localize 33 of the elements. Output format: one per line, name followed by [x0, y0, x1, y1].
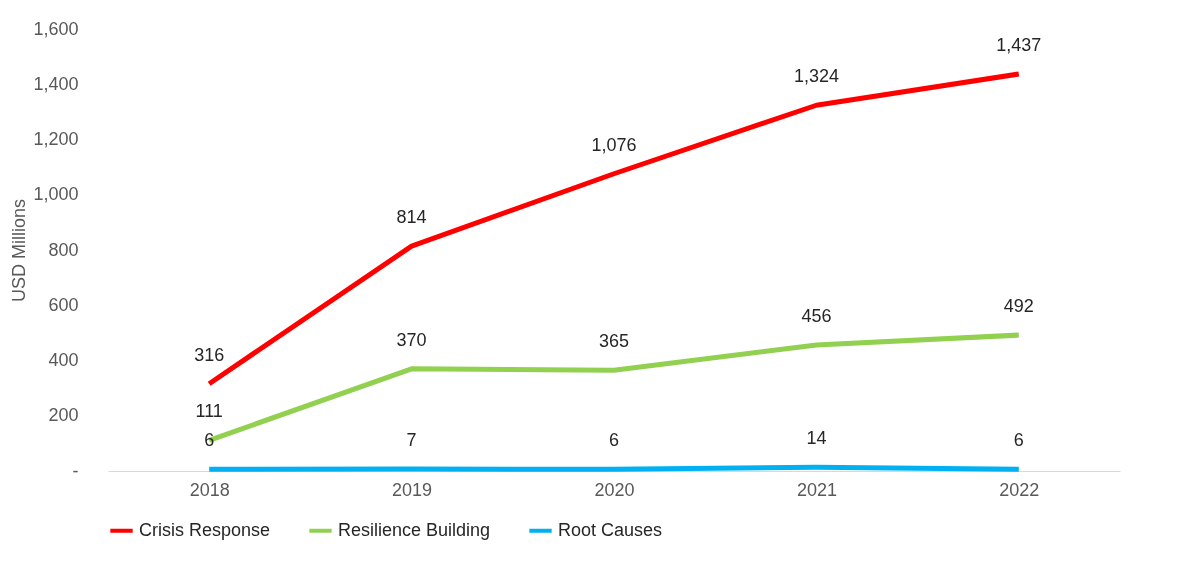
y-tick-label: 1,400 [33, 73, 79, 94]
y-tick-label: 1,200 [33, 129, 79, 149]
y-tick-label: 1,600 [33, 18, 79, 39]
data-label: 814 [396, 207, 427, 228]
data-label: 1,437 [996, 35, 1042, 56]
x-tick-label: 2020 [594, 479, 635, 500]
y-tick-label: 400 [48, 350, 79, 370]
data-label: 6 [1013, 430, 1024, 451]
x-tick-label: 2018 [189, 479, 230, 500]
x-tick-label: 2019 [392, 479, 433, 500]
y-tick-label: 800 [48, 239, 79, 260]
data-label: 111 [195, 401, 223, 422]
y-axis-title: USD Millions [9, 198, 30, 303]
data-label: 14 [806, 428, 827, 449]
data-label: 365 [598, 331, 630, 352]
data-label: 492 [1003, 296, 1034, 317]
x-tick-label: 2021 [796, 479, 837, 500]
legend-label: Resilience Building [338, 519, 491, 540]
data-label: 6 [608, 430, 620, 451]
y-tick-label: 1,000 [33, 184, 79, 205]
legend-label: Root Causes [558, 519, 663, 540]
y-tick-label: - [72, 460, 79, 481]
data-label: 6 [204, 430, 215, 451]
data-label: 1,324 [793, 66, 839, 87]
y-tick-label: 600 [48, 294, 79, 315]
legend-label: Crisis Response [139, 519, 271, 540]
data-label: 7 [406, 430, 417, 451]
data-label: 456 [801, 306, 832, 327]
data-label: 1,076 [591, 134, 637, 155]
data-label: 316 [194, 344, 225, 365]
y-tick-label: 200 [48, 405, 79, 426]
data-label: 370 [396, 329, 427, 350]
x-tick-label: 2022 [999, 479, 1040, 500]
